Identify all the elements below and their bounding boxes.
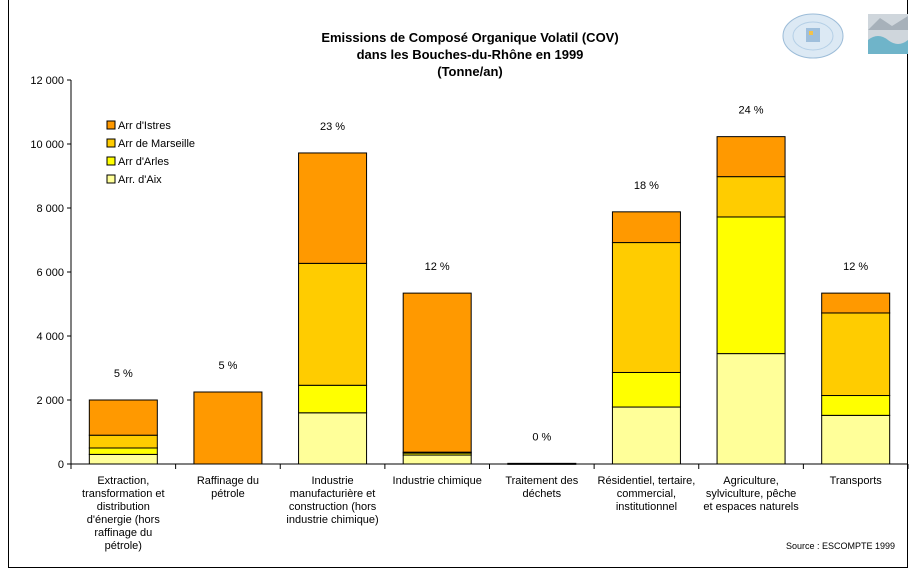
percent-label: 24 %: [739, 105, 764, 117]
category-label: Raffinage du pétrole: [197, 475, 259, 500]
wave-logo-icon: [868, 14, 908, 54]
legend-label: Arr d'Istres: [118, 120, 171, 132]
percent-labels: 5 % 5 % 23 % 12 % 0 % 18 % 24 % 12 %: [114, 105, 869, 444]
bar-segment: [298, 384, 368, 414]
category-label: Transports: [830, 475, 883, 487]
source-note: Source : ESCOMPTE 1999: [786, 541, 895, 551]
bar-segment: [821, 395, 891, 416]
legend: Arr d'Istres Arr de Marseille Arr d'Arles A…: [106, 120, 195, 186]
chart-title-line-2: dans les Bouches-du-Rhône en 1999: [357, 47, 584, 62]
category-label: Industrie chimique: [393, 475, 482, 487]
bar-segment: [88, 447, 158, 455]
chart-title-line-3: (Tonne/an): [437, 64, 502, 79]
y-tick-label: 4 000: [36, 331, 64, 343]
bar-segment: [611, 211, 681, 244]
bar-segment: [611, 371, 681, 408]
category-label: Industrie manufacturière et construction (…: [286, 475, 378, 526]
y-tick-label: 12 000: [30, 75, 64, 87]
bar-segment: [611, 406, 681, 465]
bar-segment: [716, 136, 786, 178]
percent-label: 18 %: [634, 180, 659, 192]
legend-swatch: [106, 156, 116, 166]
x-axis: [70, 463, 909, 469]
bar-segment: [88, 453, 158, 465]
legend-label: Arr de Marseille: [118, 138, 195, 150]
chart-title: Emissions de Composé Organique Volatil (…: [321, 30, 618, 79]
bar-segment: [193, 391, 263, 465]
bar-segment: [402, 454, 472, 465]
percent-label: 5 %: [114, 368, 133, 380]
percent-label: 23 %: [320, 121, 345, 133]
y-tick-label: 10 000: [30, 139, 64, 151]
y-tick-label: 6 000: [36, 267, 64, 279]
category-label: Extraction, transformation et distribution…: [82, 475, 165, 552]
bar-segment: [402, 292, 472, 453]
category-label: Agriculture, sylviculture, pêche et espace…: [703, 475, 799, 513]
legend-swatch: [106, 174, 116, 184]
legend-label: Arr. d'Aix: [118, 174, 162, 186]
percent-label: 12 %: [843, 261, 868, 273]
percent-label: 12 %: [425, 261, 450, 273]
globe-logo-icon: [782, 13, 844, 59]
bar-segment: [611, 242, 681, 373]
bar-segment: [298, 412, 368, 465]
chart-title-line-1: Emissions de Composé Organique Volatil (…: [321, 30, 618, 45]
bar-segment: [716, 353, 786, 465]
legend-swatch: [106, 120, 116, 130]
bar-segment: [298, 152, 368, 264]
y-tick-label: 8 000: [36, 203, 64, 215]
y-tick-label: 0: [58, 459, 64, 471]
bar-segment: [298, 262, 368, 386]
bar-segment: [821, 312, 891, 397]
bar-segment: [821, 414, 891, 465]
bar-segment: [88, 399, 158, 436]
bar-segment: [821, 292, 891, 314]
category-label: Résidentiel, tertaire, commercial, institu…: [598, 475, 696, 513]
percent-label: 5 %: [218, 360, 237, 372]
legend-label: Arr d'Arles: [118, 156, 169, 168]
bar-segment: [88, 434, 158, 449]
y-axis: 0 2 000 4 000 6 000 8 000 10 000 12 000: [30, 75, 72, 471]
logos: [782, 13, 908, 59]
bar-segment: [507, 462, 577, 465]
legend-swatch: [106, 138, 116, 148]
bar-segment: [716, 176, 786, 218]
category-label: Traitement des déchets: [505, 475, 578, 500]
bar-segment: [716, 216, 786, 355]
bars: [88, 136, 891, 465]
category-labels: Extraction, transformation et distribution…: [82, 475, 882, 552]
percent-label: 0 %: [532, 431, 551, 443]
y-tick-label: 2 000: [36, 395, 64, 407]
